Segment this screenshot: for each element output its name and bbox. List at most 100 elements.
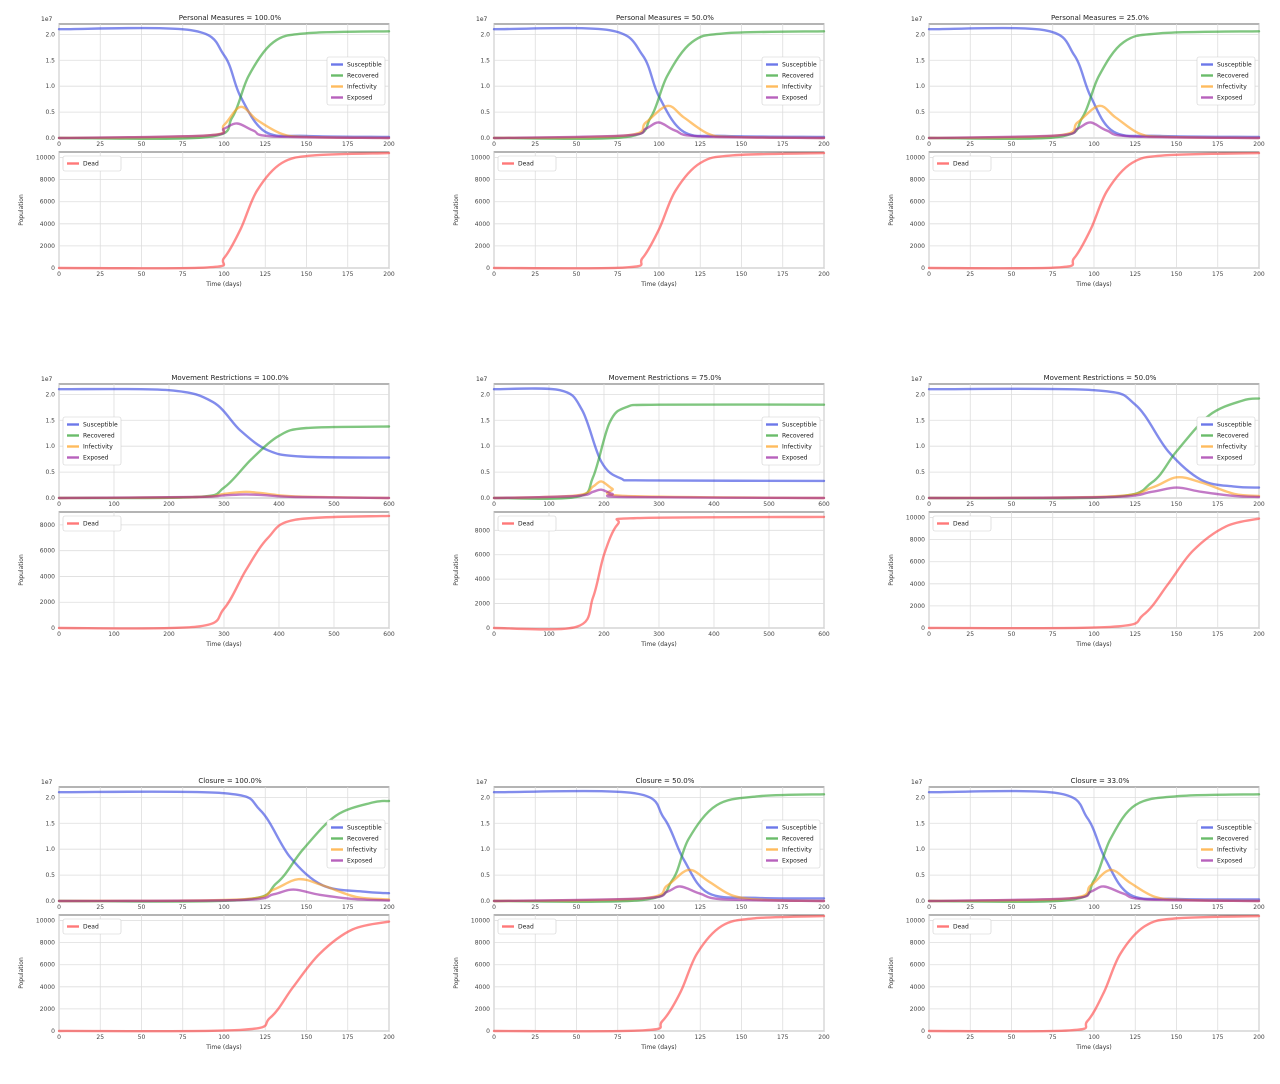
top-ytick-label: 2.0 bbox=[45, 794, 55, 801]
top-xtick-label: 175 bbox=[777, 141, 789, 148]
top-xtick-label: 50 bbox=[573, 141, 581, 148]
top-series-exposed bbox=[57, 493, 391, 500]
bottom-xtick-label: 25 bbox=[531, 1034, 539, 1041]
top-legend-label: Susceptible bbox=[1217, 62, 1252, 69]
top-xtick-label: 200 bbox=[383, 904, 395, 911]
bottom-xtick-label: 400 bbox=[273, 631, 285, 638]
y-axis-label: Population bbox=[888, 194, 895, 226]
bottom-legend-label: Dead bbox=[518, 521, 534, 528]
bottom-xtick-label: 50 bbox=[573, 1034, 581, 1041]
top-ytick-label: 2.0 bbox=[45, 391, 55, 398]
top-legend-label: Exposed bbox=[347, 858, 373, 865]
bottom-xtick-label: 150 bbox=[301, 1034, 313, 1041]
chart-title: Movement Restrictions = 50.0% bbox=[1044, 374, 1157, 382]
bottom-xtick-label: 200 bbox=[163, 631, 175, 638]
y-axis-label: Population bbox=[18, 957, 25, 989]
bottom-xtick-label: 100 bbox=[1088, 1034, 1100, 1041]
top-xtick-label: 0 bbox=[927, 141, 931, 148]
bottom-xtick-label: 200 bbox=[818, 1034, 830, 1041]
bottom-ytick-label: 8000 bbox=[910, 537, 925, 544]
top-xtick-label: 75 bbox=[1049, 141, 1057, 148]
bottom-xtick-label: 75 bbox=[614, 271, 622, 278]
chart-title: Movement Restrictions = 75.0% bbox=[609, 374, 722, 382]
bottom-xtick-label: 300 bbox=[653, 631, 665, 638]
top-legend-label: Recovered bbox=[347, 73, 379, 80]
top-xtick-label: 50 bbox=[1008, 141, 1016, 148]
top-xtick-label: 500 bbox=[763, 501, 775, 508]
top-xtick-label: 25 bbox=[96, 141, 104, 148]
bottom-series-dead bbox=[57, 151, 391, 270]
top-legend-label: Exposed bbox=[347, 95, 373, 102]
bottom-xtick-label: 125 bbox=[1130, 1034, 1142, 1041]
top-xtick-label: 100 bbox=[543, 501, 555, 508]
bottom-legend bbox=[62, 515, 122, 532]
bottom-xtick-label: 125 bbox=[260, 1034, 272, 1041]
top-ytick-label: 0.5 bbox=[480, 469, 490, 476]
top-ytick-label: 0.5 bbox=[480, 109, 490, 116]
top-legend bbox=[761, 416, 821, 466]
top-ytick-label: 0.0 bbox=[480, 495, 490, 502]
bottom-ytick-label: 8000 bbox=[40, 522, 55, 529]
top-legend bbox=[62, 416, 122, 466]
bottom-ytick-label: 4000 bbox=[475, 576, 490, 583]
bottom-xtick-label: 150 bbox=[1171, 1034, 1183, 1041]
top-series-exposed bbox=[927, 121, 1261, 140]
top-ytick-label: 1.0 bbox=[480, 443, 490, 450]
bottom-ytick-label: 10000 bbox=[906, 155, 925, 162]
top-xtick-label: 50 bbox=[1008, 501, 1016, 508]
top-xtick-label: 25 bbox=[966, 501, 974, 508]
top-legend-label: Susceptible bbox=[782, 422, 817, 429]
top-xtick-label: 200 bbox=[598, 501, 610, 508]
chart-title: Closure = 33.0% bbox=[1071, 777, 1130, 785]
bottom-ytick-label: 6000 bbox=[910, 199, 925, 206]
bottom-xtick-label: 125 bbox=[1130, 271, 1142, 278]
bottom-xtick-label: 150 bbox=[736, 1034, 748, 1041]
bottom-ytick-label: 6000 bbox=[910, 559, 925, 566]
bottom-xtick-label: 100 bbox=[653, 271, 665, 278]
bottom-ytick-label: 4000 bbox=[475, 221, 490, 228]
top-ytick-label: 2.0 bbox=[915, 794, 925, 801]
bottom-series-dead bbox=[927, 151, 1261, 270]
top-xtick-label: 175 bbox=[1212, 501, 1224, 508]
top-legend bbox=[761, 819, 821, 869]
bottom-xtick-label: 300 bbox=[218, 631, 230, 638]
bottom-xtick-label: 100 bbox=[653, 1034, 665, 1041]
bottom-xtick-label: 0 bbox=[492, 271, 496, 278]
bottom-xtick-label: 175 bbox=[777, 1034, 789, 1041]
x-axis-label: Time (days) bbox=[1075, 641, 1111, 648]
top-series-susceptible bbox=[492, 387, 826, 483]
y-exponent-label: 1e7 bbox=[911, 376, 923, 383]
top-legend-label: Infectivity bbox=[782, 444, 812, 451]
top-series-exposed bbox=[927, 486, 1261, 500]
top-xtick-label: 100 bbox=[653, 904, 665, 911]
top-ytick-label: 1.0 bbox=[915, 443, 925, 450]
top-ytick-label: 1.0 bbox=[45, 846, 55, 853]
top-xtick-label: 300 bbox=[653, 501, 665, 508]
bottom-xtick-label: 175 bbox=[342, 1034, 354, 1041]
top-xtick-label: 25 bbox=[966, 141, 974, 148]
bottom-ytick-label: 4000 bbox=[475, 984, 490, 991]
top-xtick-label: 0 bbox=[492, 141, 496, 148]
y-exponent-label: 1e7 bbox=[911, 779, 923, 786]
top-ytick-label: 0.5 bbox=[45, 872, 55, 879]
top-xtick-label: 150 bbox=[1171, 141, 1183, 148]
top-xtick-label: 50 bbox=[138, 141, 146, 148]
top-xtick-label: 0 bbox=[57, 501, 61, 508]
bottom-ytick-label: 10000 bbox=[471, 155, 490, 162]
top-xtick-label: 125 bbox=[1130, 141, 1142, 148]
bottom-legend bbox=[497, 515, 557, 532]
top-ytick-label: 1.0 bbox=[915, 846, 925, 853]
top-ytick-label: 0.0 bbox=[45, 495, 55, 502]
top-ytick-label: 0.5 bbox=[915, 469, 925, 476]
top-ytick-label: 1.5 bbox=[480, 417, 490, 424]
bottom-xtick-label: 150 bbox=[301, 271, 313, 278]
bottom-xtick-label: 75 bbox=[1049, 271, 1057, 278]
bottom-xtick-label: 0 bbox=[927, 1034, 931, 1041]
bottom-xtick-label: 75 bbox=[1049, 631, 1057, 638]
chart-panel-9: Closure = 33.0% 1e7 0 25 50 75 100 125 150 175 200… bbox=[888, 777, 1265, 1051]
top-xtick-label: 200 bbox=[383, 141, 395, 148]
top-legend-label: Infectivity bbox=[347, 847, 377, 854]
bottom-legend bbox=[62, 918, 122, 935]
bottom-xtick-label: 0 bbox=[927, 271, 931, 278]
top-legend-label: Infectivity bbox=[347, 84, 377, 91]
